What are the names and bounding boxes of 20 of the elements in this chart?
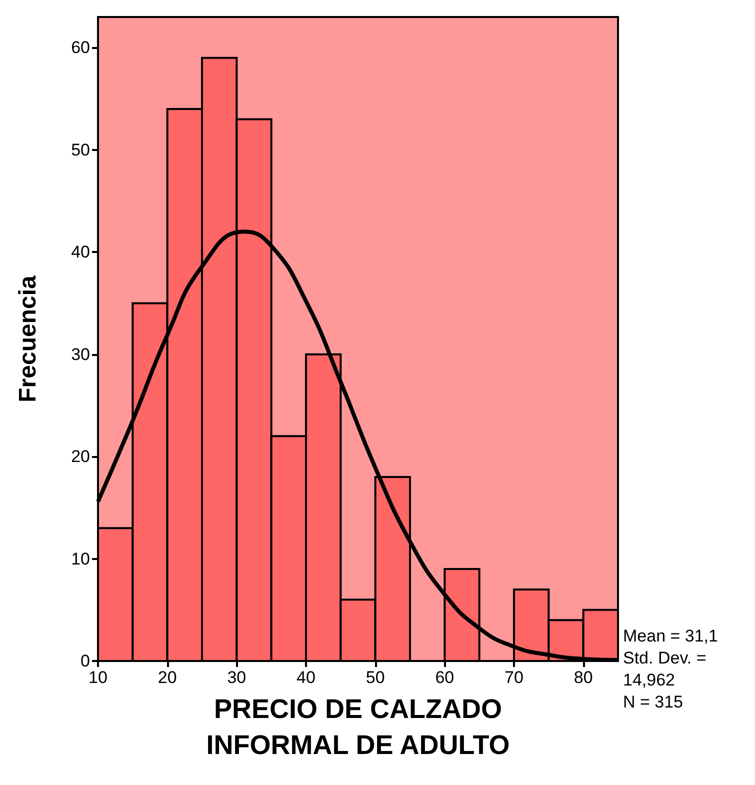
x-tick-label: 50 xyxy=(366,668,385,687)
x-tick-label: 20 xyxy=(158,668,177,687)
y-tick-label: 60 xyxy=(71,38,90,58)
y-axis-title: Frecuencia xyxy=(14,274,42,402)
y-tick-label: 40 xyxy=(71,242,90,262)
y-tick-label: 20 xyxy=(71,447,90,466)
y-tick-label: 0 xyxy=(80,652,90,670)
x-tick-label: 40 xyxy=(296,668,316,687)
x-tick-label: 60 xyxy=(435,668,454,687)
x-tick-label: 30 xyxy=(227,668,246,687)
text: N = 315 xyxy=(623,692,684,712)
y-tick-label: 30 xyxy=(71,344,90,364)
text: Std. Dev. = 14,962 xyxy=(623,648,712,690)
x-tick-label: 70 xyxy=(504,668,524,687)
x-axis-title: PRECIO DE CALZADO INFORMAL DE ADULTO xyxy=(206,694,510,760)
y-tick-label: 10 xyxy=(71,549,90,568)
x-tick-label: 10 xyxy=(88,668,108,687)
x-tick-label: 80 xyxy=(574,668,593,687)
y-tick-label: 50 xyxy=(71,140,90,160)
text: Mean = 31,1 xyxy=(623,626,718,646)
